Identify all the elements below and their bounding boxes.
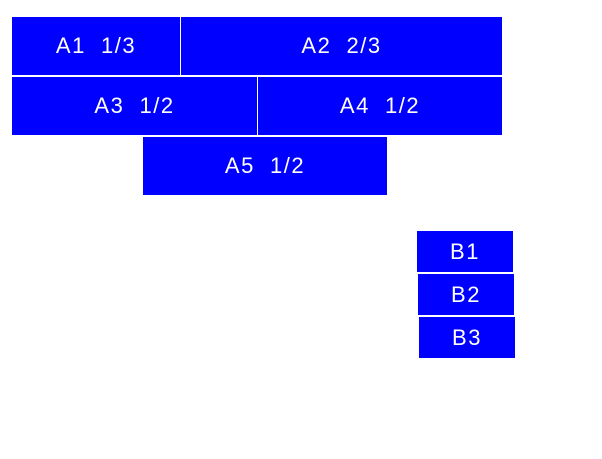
box-a2: A2 2/3 [181,17,502,75]
box-a5: A5 1/2 [143,137,387,195]
box-a3: A3 1/2 [12,77,257,135]
box-a4: A4 1/2 [258,77,502,135]
box-b3: B3 [419,317,515,358]
box-b1: B1 [417,231,513,272]
box-a1: A1 1/3 [12,17,180,75]
box-b2: B2 [418,274,514,315]
